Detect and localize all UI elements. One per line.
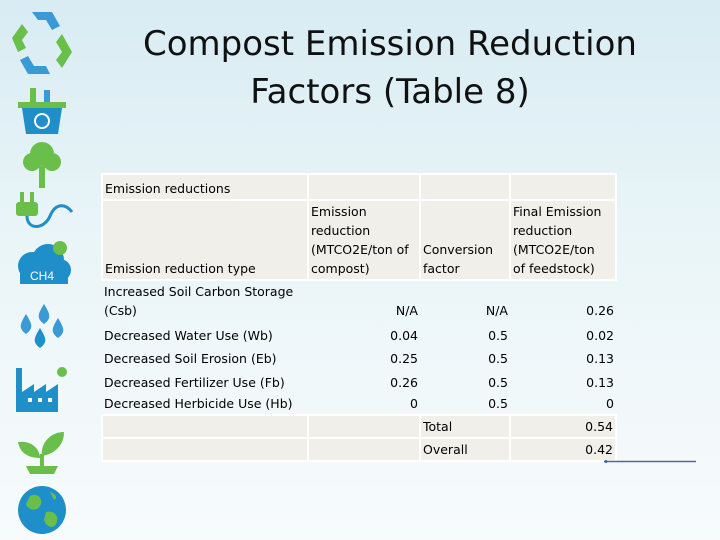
slide-title-line-1: Compost Emission Reduction — [143, 24, 637, 64]
emission-table: Emission reductions Emission reduction t… — [101, 173, 617, 462]
row-emission: 0 — [410, 396, 418, 411]
row-emission: N/A — [395, 303, 418, 318]
recycle-icon — [12, 12, 72, 74]
row-type: Decreased Soil Erosion (Eb) — [104, 351, 277, 366]
recycle-bin-icon — [18, 88, 66, 134]
table-row: Increased Soil Carbon Storage (Csb) N/A … — [102, 280, 616, 321]
row-final: 0.13 — [586, 375, 614, 390]
row-conversion: 0.5 — [488, 375, 508, 390]
water-drops-icon — [20, 304, 64, 348]
table-section-row: Emission reductions — [101, 173, 617, 201]
slide-title-line-2: Factors (Table 8) — [250, 72, 530, 112]
row-final: 0 — [606, 396, 614, 411]
row-emission: 0.04 — [390, 328, 418, 343]
row-conversion: 0.5 — [488, 328, 508, 343]
row-final: 0.02 — [586, 328, 614, 343]
overall-label: Overall — [419, 437, 511, 462]
row-conversion: 0.5 — [488, 351, 508, 366]
row-emission: 0.25 — [390, 351, 418, 366]
row-conversion: N/A — [485, 303, 508, 318]
ch4-label: CH4 — [30, 269, 54, 283]
total-value: 0.54 — [509, 414, 617, 439]
pointer-line — [604, 460, 696, 463]
section-label: Emission reductions — [101, 173, 309, 201]
row-final: 0.26 — [586, 303, 614, 318]
overall-value: 0.42 — [509, 437, 617, 462]
row-type: Decreased Water Use (Wb) — [104, 328, 273, 343]
row-type: Decreased Fertilizer Use (Fb) — [104, 375, 285, 390]
header-final-emission-reduction: Final Emission reduction (MTCO2E/ton of … — [509, 199, 617, 281]
table-row: Decreased Fertilizer Use (Fb) 0.26 0.5 0… — [102, 369, 616, 393]
overall-row: Overall 0.42 — [101, 437, 617, 462]
table-row: Decreased Herbicide Use (Hb) 0 0.5 0 — [102, 393, 616, 415]
row-conversion: 0.5 — [488, 396, 508, 411]
tree-icon — [23, 142, 61, 188]
row-emission: 0.26 — [390, 375, 418, 390]
total-label: Total — [419, 414, 511, 439]
table-row: Decreased Water Use (Wb) 0.04 0.5 0.02 — [102, 321, 616, 346]
sprout-icon — [18, 432, 64, 474]
table-row: Decreased Soil Erosion (Eb) 0.25 0.5 0.1… — [102, 346, 616, 369]
globe-icon — [18, 486, 66, 534]
plug-icon — [16, 192, 74, 228]
icon-sidebar: CH4 — [0, 0, 88, 540]
header-emission-reduction: Emission reduction (MTCO2E/ton of compos… — [307, 199, 421, 281]
header-conversion-factor: Conversion factor — [419, 199, 511, 281]
row-type: Increased Soil Carbon Storage (Csb) — [104, 284, 294, 318]
row-final: 0.13 — [586, 351, 614, 366]
header-type: Emission reduction type — [101, 199, 309, 281]
ch4-cloud-icon: CH4 — [18, 241, 71, 284]
factory-icon — [16, 367, 67, 412]
total-row: Total 0.54 — [101, 414, 617, 439]
row-type: Decreased Herbicide Use (Hb) — [104, 396, 293, 411]
slide-title: Compost Emission Reduction Factors (Tabl… — [120, 20, 660, 116]
table-header-row: Emission reduction type Emission reducti… — [101, 199, 617, 281]
